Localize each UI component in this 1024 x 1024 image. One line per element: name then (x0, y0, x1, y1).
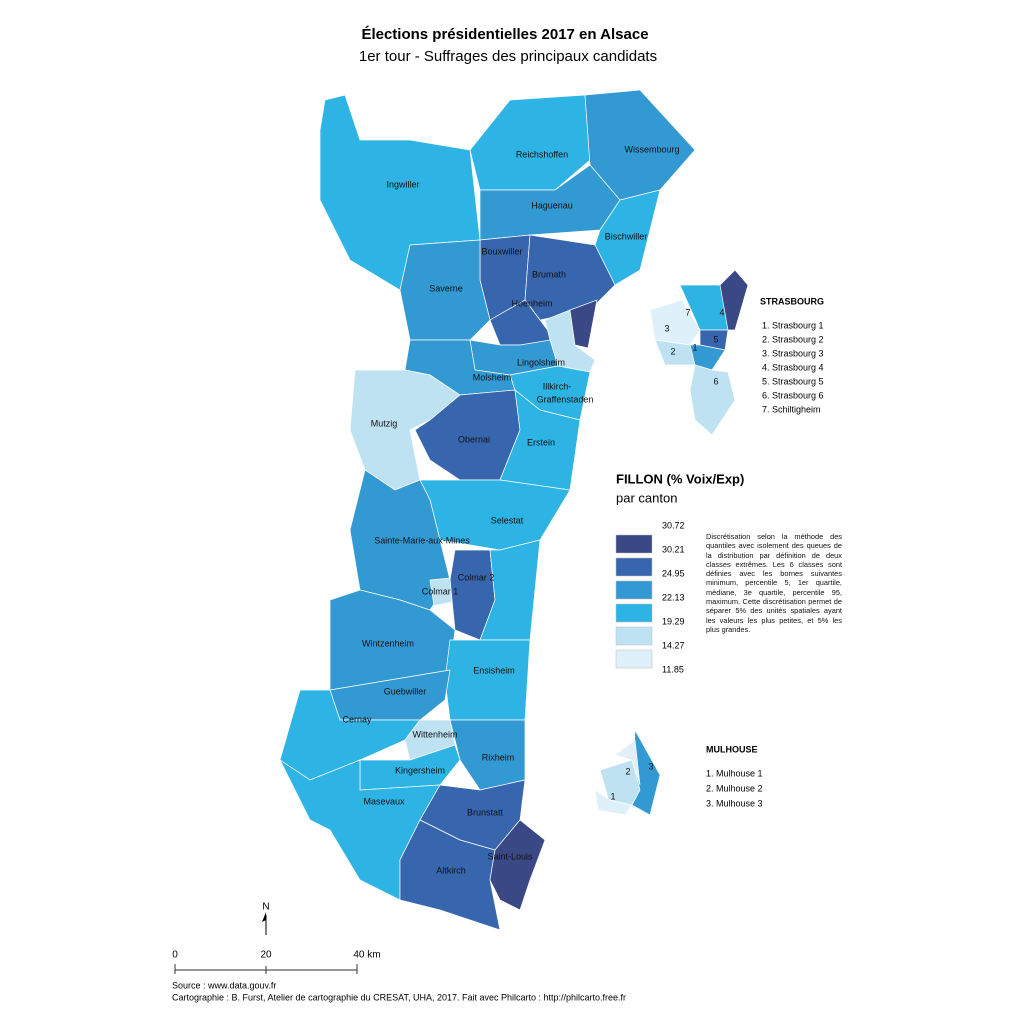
canton-label: Wittenheim (412, 729, 457, 739)
inset-item: 5. Strasbourg 5 (762, 376, 824, 386)
canton-area (689, 364, 736, 436)
legend-break: 11.85 (662, 664, 684, 674)
inset-number: 3 (664, 323, 669, 333)
canton-area (719, 269, 749, 331)
inset-item: 1. Strasbourg 1 (762, 320, 824, 330)
canton-label: Brunstatt (467, 807, 504, 817)
inset-item: 6. Strasbourg 6 (762, 390, 824, 400)
canton-label: Guebwiller (384, 686, 427, 696)
inset-item: 2. Strasbourg 2 (762, 334, 824, 344)
canton-label: Wintzenheim (362, 638, 414, 648)
canton-label: Erstein (527, 437, 555, 447)
canton-label: Lingolsheim (517, 357, 565, 367)
legend-swatch (615, 626, 653, 646)
canton-area (649, 299, 701, 346)
canton-area (614, 739, 641, 786)
legend-swatch (615, 580, 653, 600)
scale-label: 0 (172, 950, 178, 961)
canton-area (594, 789, 633, 816)
canton-label: Altkirch (436, 865, 466, 875)
canton-label: Rixheim (482, 752, 515, 762)
canton-label: Graffenstaden (537, 394, 594, 404)
canton-label: Molsheim (473, 372, 512, 382)
canton-label: Selestat (491, 515, 524, 525)
inset-number: 2 (625, 766, 630, 776)
canton-label: Reichshoffen (516, 149, 568, 159)
legend-break: 14.27 (662, 640, 685, 650)
inset-item: 3. Mulhouse 3 (706, 798, 763, 808)
inset-item: 3. Strasbourg 3 (762, 348, 824, 358)
inset-title: STRASBOURG (760, 296, 824, 306)
canton-label: Masevaux (363, 796, 405, 806)
inset-number: 5 (713, 334, 718, 344)
canton-area (469, 94, 591, 191)
canton-label: Wissembourg (624, 144, 679, 154)
legend-swatch (615, 649, 653, 669)
canton-label: Colmar 1 (422, 586, 459, 596)
legend-break: 19.29 (662, 616, 685, 626)
inset-item: 7. Schiltigheim (762, 404, 821, 414)
canton-area (444, 639, 531, 721)
canton-label: Cernay (342, 714, 372, 724)
inset-item: 4. Strasbourg 4 (762, 362, 824, 372)
inset-number: 3 (648, 761, 653, 771)
canton-label: Bouxwiller (481, 246, 522, 256)
canton-area (349, 369, 461, 491)
legend-swatch (615, 603, 653, 623)
canton-label: Colmar 2 (458, 572, 495, 582)
scale-label: 20 (260, 950, 272, 961)
inset-number: 1 (692, 342, 697, 352)
canton-label: Bischwiller (605, 231, 648, 241)
canton-label: Saverne (429, 283, 463, 293)
legend-break: 30.21 (662, 544, 685, 554)
subtitle: 1er tour - Suffrages des principaux cand… (359, 48, 657, 65)
inset-number: 1 (610, 791, 615, 801)
canton-label: Hoenheim (511, 298, 552, 308)
legend-swatch (615, 557, 653, 577)
scale-bar (174, 964, 358, 974)
canton-label: Brumath (532, 269, 566, 279)
legend-title: FILLON (% Voix/Exp) (616, 471, 744, 486)
north: N (262, 902, 269, 913)
inset-number: 7 (685, 307, 690, 317)
canton-area (399, 239, 491, 341)
legend-swatch (615, 534, 653, 554)
legend-subtitle: par canton (616, 490, 677, 505)
scale-label: 40 km (353, 950, 380, 961)
inset-item: 1. Mulhouse 1 (706, 768, 763, 778)
legend-break: 22.13 (662, 592, 685, 602)
canton-area (689, 344, 726, 371)
canton-area (569, 299, 598, 349)
north-arrow (262, 912, 267, 935)
legend-break: 30.72 (662, 520, 685, 530)
canton-area (489, 819, 546, 911)
legend-note: Discrétisation selon la méthode des quan… (706, 532, 842, 634)
canton-label: Haguenau (531, 200, 573, 210)
canton-area (399, 819, 501, 931)
inset-title: MULHOUSE (706, 744, 758, 754)
title: Élections présidentielles 2017 en Alsace (361, 26, 648, 43)
inset-number: 2 (670, 346, 675, 356)
credit: Cartographie : B. Furst, Atelier de cart… (172, 992, 626, 1002)
inset-number: 6 (713, 376, 718, 386)
source: Source : www.data.gouv.fr (172, 980, 276, 990)
canton-label: Obernai (458, 434, 490, 444)
canton-area (429, 577, 453, 607)
canton-label: Mutzig (371, 418, 398, 428)
canton-label: Kingersheim (395, 765, 445, 775)
legend-break: 24.95 (662, 568, 685, 578)
inset-number: 4 (719, 307, 724, 317)
canton-label: Ingwiller (386, 179, 419, 189)
canton-label: Saint-Louis (487, 851, 533, 861)
canton-label: Illkirch- (543, 381, 572, 391)
inset-item: 2. Mulhouse 2 (706, 783, 763, 793)
canton-label: Ensisheim (473, 665, 515, 675)
canton-label: Sainte-Marie-aux-Mines (374, 535, 470, 545)
